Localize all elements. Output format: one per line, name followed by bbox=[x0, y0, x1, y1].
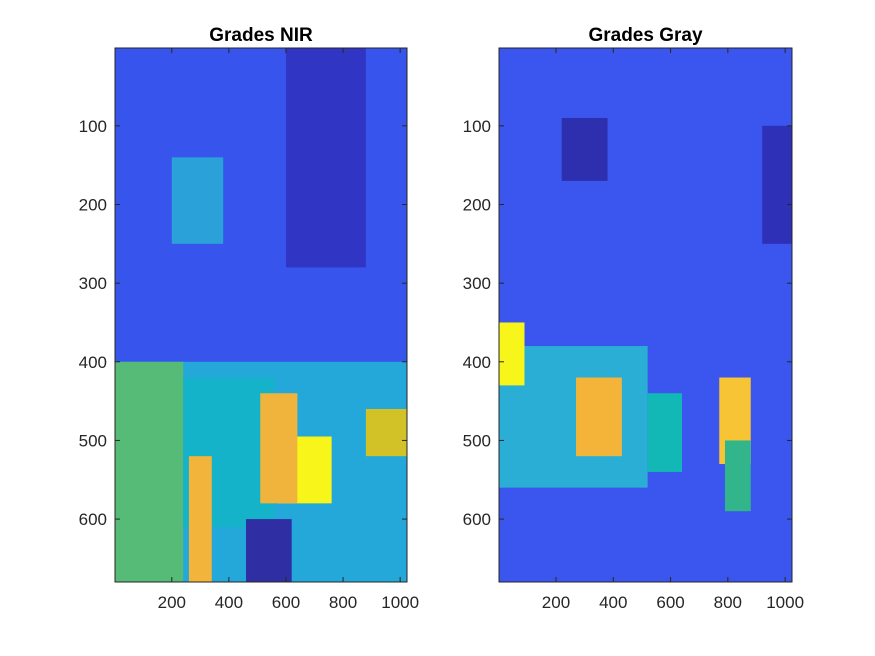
heatmap-region-dark-bottom bbox=[246, 519, 292, 582]
heatmap-image bbox=[115, 48, 407, 582]
plot-title: Grades NIR bbox=[209, 25, 313, 46]
x-tick-label: 200 bbox=[542, 593, 570, 612]
y-tick-label: 200 bbox=[463, 196, 491, 215]
y-tick-label: 600 bbox=[79, 510, 107, 529]
y-tick-label: 200 bbox=[79, 196, 107, 215]
x-tick-label: 1000 bbox=[766, 593, 804, 612]
x-tick-label: 400 bbox=[599, 593, 627, 612]
heatmap-region-teal-center bbox=[647, 393, 683, 472]
heatmap-region-orange-center bbox=[576, 377, 622, 457]
axes-grades-gray: Grades Gray 200 400 600 800 1000 100 200 300 400 5… bbox=[463, 25, 804, 612]
y-tick-label: 300 bbox=[463, 274, 491, 293]
x-tick-label: 400 bbox=[215, 593, 243, 612]
y-tick-label: 300 bbox=[79, 274, 107, 293]
heatmap-region-mustard-right bbox=[365, 408, 407, 457]
axes-box bbox=[114, 47, 408, 583]
x-tick-label: 800 bbox=[329, 593, 357, 612]
heatmap-region-cyan-upper bbox=[171, 157, 224, 244]
heatmap-region-yellow-left bbox=[499, 322, 525, 386]
x-tick-label: 600 bbox=[272, 593, 300, 612]
y-tick-label: 100 bbox=[79, 117, 107, 136]
heatmap-region-dark-upper-left bbox=[561, 117, 608, 181]
axes-grades-nir: Grades NIR 200 400 600 800 1000 100 200 300 400 50… bbox=[79, 25, 419, 612]
y-tick-label: 600 bbox=[463, 510, 491, 529]
axes-box bbox=[498, 47, 793, 583]
y-tick-label: 500 bbox=[79, 431, 107, 450]
heatmap-image bbox=[499, 48, 792, 582]
heatmap-region-dark-right bbox=[762, 125, 792, 244]
y-tick-label: 100 bbox=[463, 117, 491, 136]
heatmap-region-orange-bottom bbox=[188, 456, 212, 582]
x-tick-label: 1000 bbox=[381, 593, 419, 612]
heatmap-region-green-right bbox=[724, 440, 751, 512]
plot-title: Grades Gray bbox=[588, 25, 702, 46]
x-tick-label: 800 bbox=[714, 593, 742, 612]
x-tick-label: 200 bbox=[158, 593, 186, 612]
x-tick-label: 600 bbox=[656, 593, 684, 612]
heatmap-region-dark-top-right bbox=[285, 48, 366, 268]
y-tick-label: 400 bbox=[79, 353, 107, 372]
heatmap-region-band-left-green bbox=[115, 361, 184, 582]
heatmap-region-orange-center bbox=[260, 393, 298, 504]
y-tick-label: 500 bbox=[463, 431, 491, 450]
y-tick-label: 400 bbox=[463, 353, 491, 372]
